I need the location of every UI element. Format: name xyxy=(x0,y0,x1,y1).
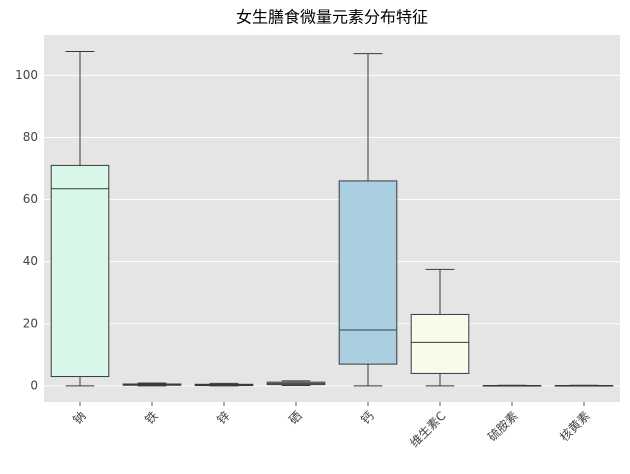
y-tick-label: 60 xyxy=(23,192,38,206)
plot-area xyxy=(44,35,620,402)
box xyxy=(410,313,470,374)
x-tick-label: 硒 xyxy=(286,409,304,427)
y-tick-label: 80 xyxy=(23,130,38,144)
y-tick-label: 0 xyxy=(30,378,38,392)
chart-title: 女生膳食微量元素分布特征 xyxy=(236,8,428,27)
y-tick-label: 40 xyxy=(23,254,38,268)
box xyxy=(50,164,110,378)
y-tick-label: 20 xyxy=(23,316,38,330)
y-tick-label: 100 xyxy=(15,68,38,82)
x-tick-label: 钠 xyxy=(69,408,88,427)
x-tick-label: 维生素C xyxy=(407,409,448,450)
x-tick-label: 锌 xyxy=(214,409,232,427)
x-tick-label: 硫胺素 xyxy=(485,408,521,444)
x-tick-label: 铁 xyxy=(142,409,160,427)
x-tick-label: 钙 xyxy=(358,409,376,427)
box xyxy=(338,180,398,365)
x-tick-label: 核黄素 xyxy=(557,409,592,444)
